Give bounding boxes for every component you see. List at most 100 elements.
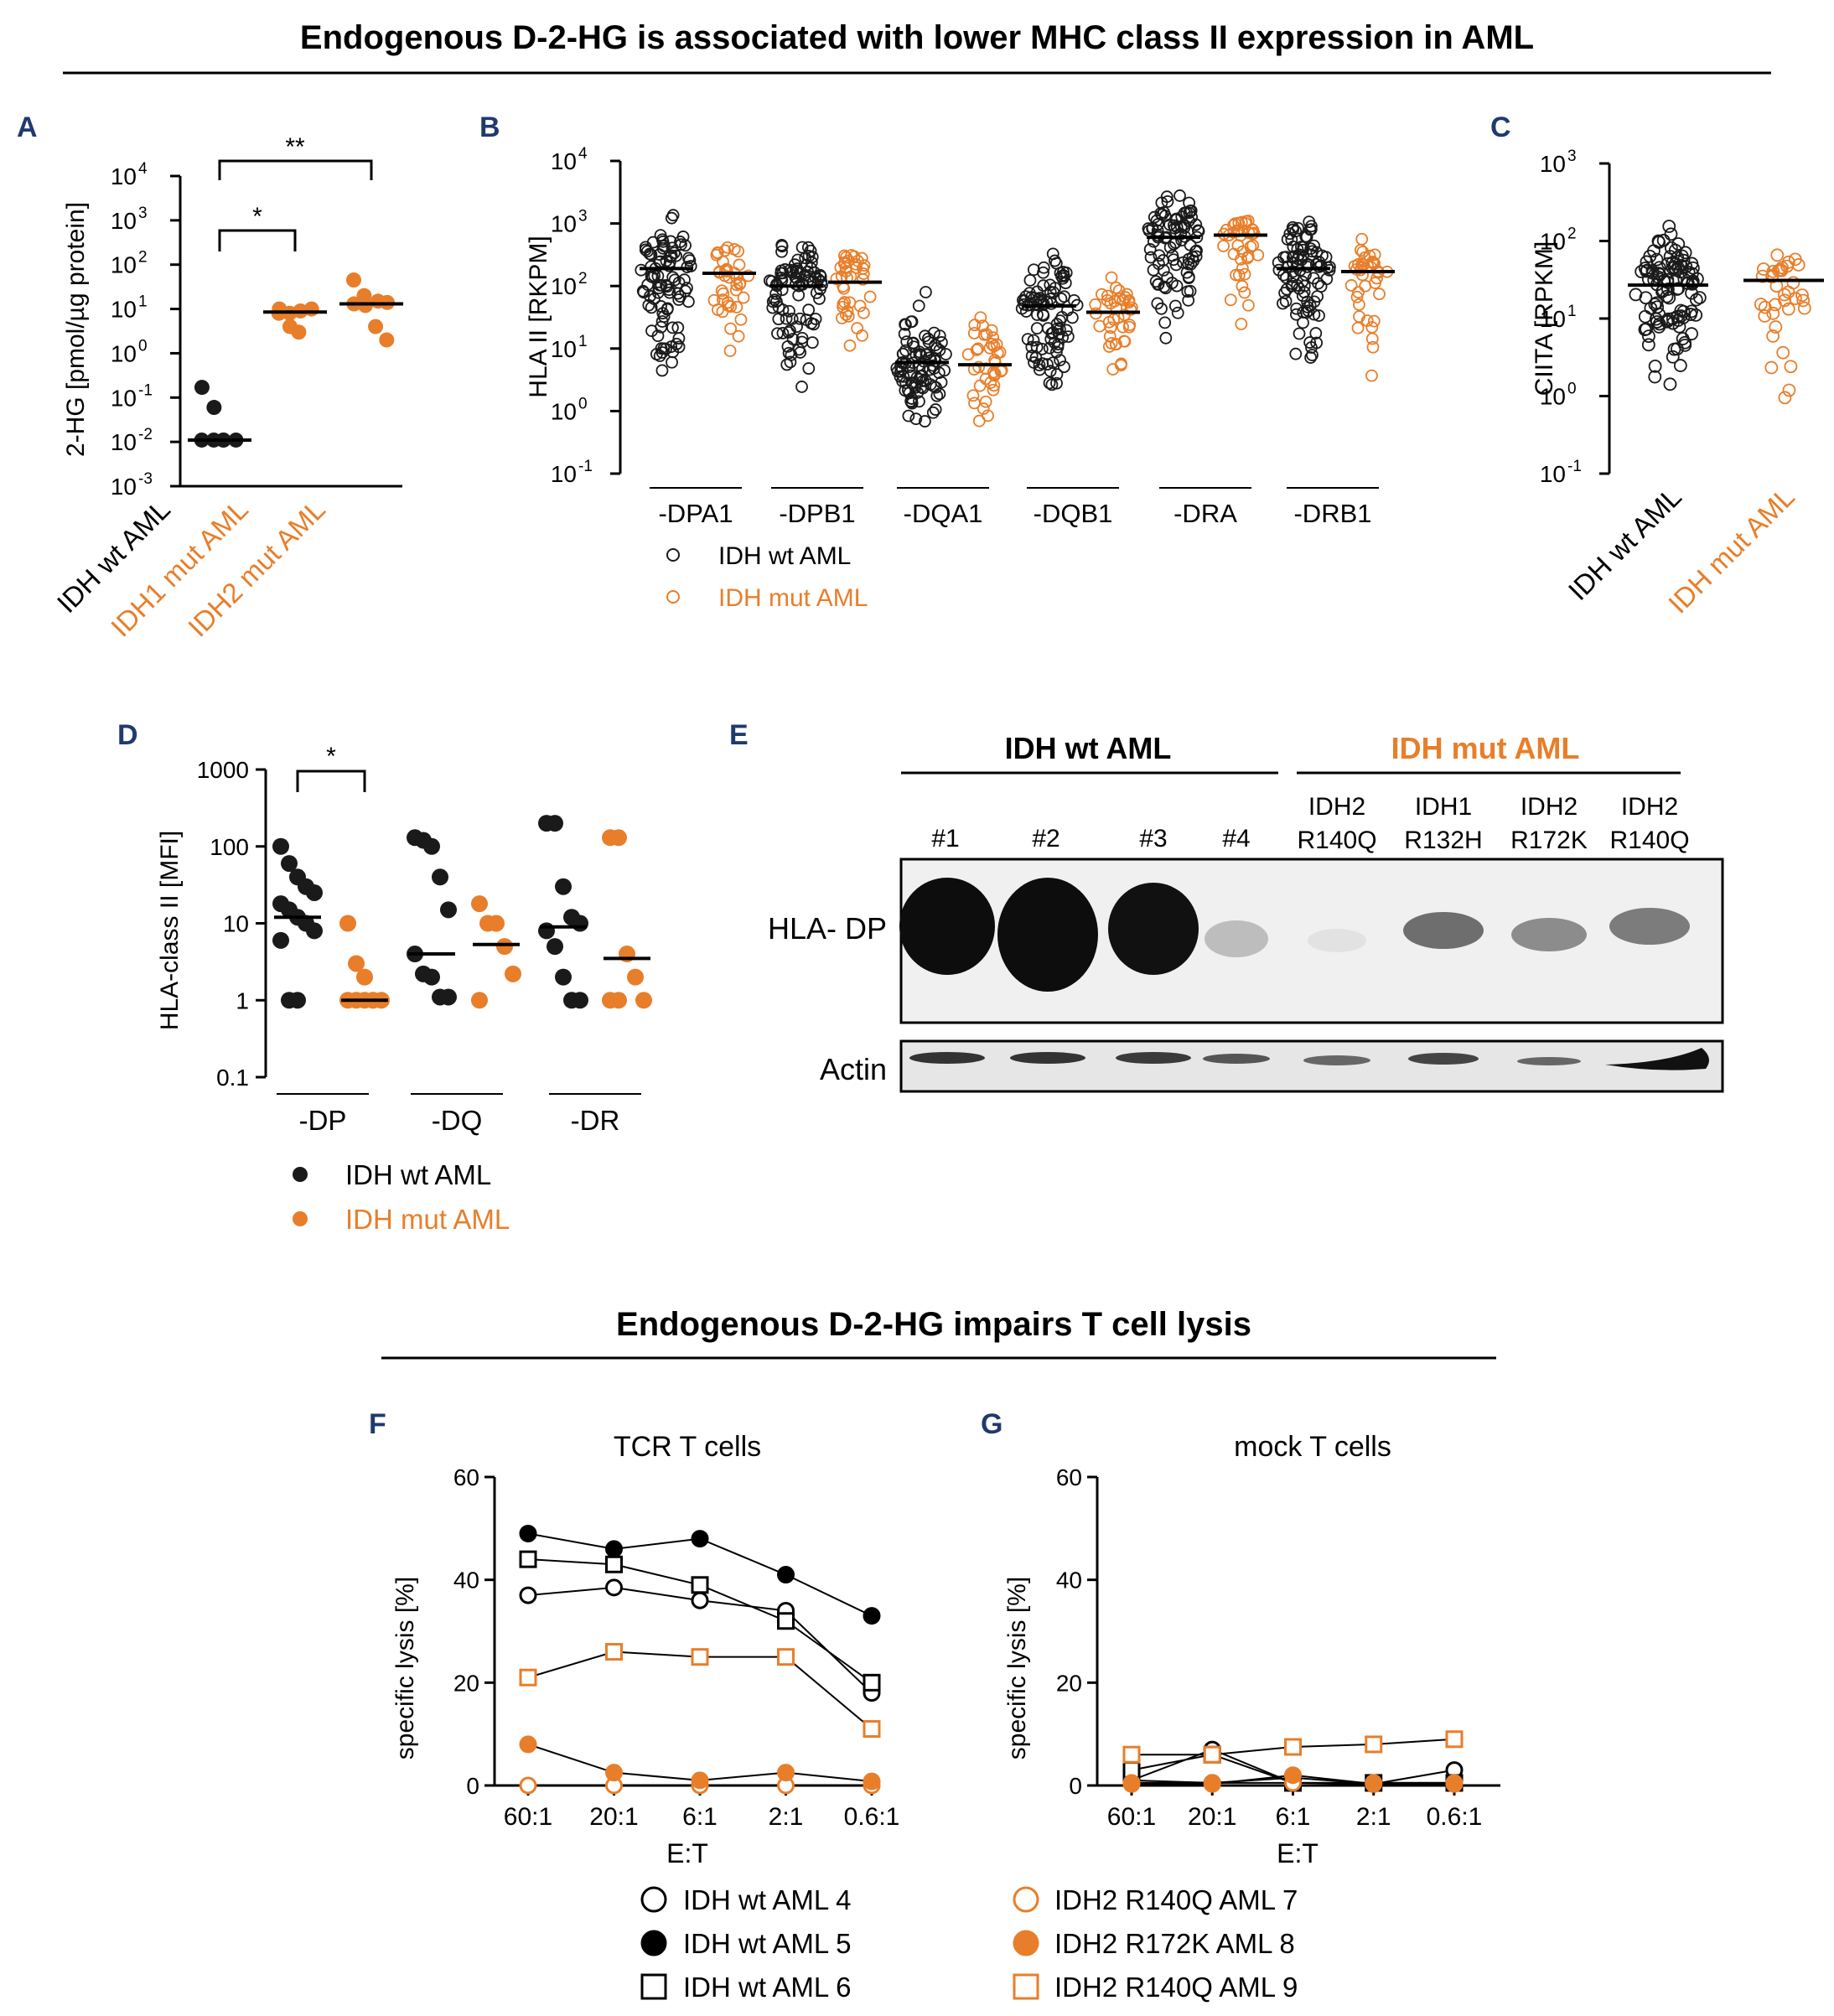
panel-c-cat-wt: IDH wt AML bbox=[1562, 481, 1687, 606]
panel-b-point bbox=[1058, 360, 1070, 373]
panel-f-ytick-label: 60 bbox=[453, 1464, 479, 1490]
panel-c-point bbox=[1769, 320, 1783, 334]
panel-b-point bbox=[707, 293, 721, 307]
panel-b-point bbox=[807, 318, 821, 331]
blot-lane-label: IDH1 bbox=[1415, 793, 1472, 821]
panel-b-point bbox=[1182, 257, 1195, 271]
panel-f-point bbox=[691, 1591, 709, 1609]
panel-b-point bbox=[795, 331, 809, 345]
panel-b-point bbox=[1049, 254, 1061, 267]
band-hla-2 bbox=[997, 878, 1098, 992]
blot-hla-bands bbox=[899, 878, 1690, 992]
panel-c-point bbox=[1673, 359, 1687, 372]
panel-g-xtick-label: 0.6:1 bbox=[1427, 1803, 1483, 1831]
band-actin-5 bbox=[1303, 1055, 1370, 1065]
panel-c-point bbox=[1629, 288, 1643, 302]
panel-b-point bbox=[1238, 286, 1251, 299]
panel-b-point bbox=[1061, 330, 1075, 344]
panel-b-point bbox=[899, 344, 912, 357]
panel-c-ytick-exp: 1 bbox=[1567, 303, 1577, 320]
panel-c-point bbox=[1650, 252, 1664, 267]
panel-b-point bbox=[671, 321, 685, 334]
panel-b-point bbox=[651, 329, 665, 343]
panel-b-ylabel: HLA II [RKPM] bbox=[525, 236, 552, 397]
panel-c-point bbox=[1669, 263, 1683, 277]
panel-b-point bbox=[656, 235, 670, 248]
panel-b-point bbox=[1169, 258, 1183, 272]
panel-b-point bbox=[801, 241, 815, 254]
panel-g-ytick-label: 0 bbox=[1069, 1773, 1082, 1799]
panel-b-point bbox=[973, 379, 987, 392]
panel-b-point bbox=[1158, 316, 1172, 329]
panel-b-point bbox=[1021, 333, 1034, 346]
panel-c-ytick-label: 10 bbox=[1540, 461, 1566, 487]
panel-b-point bbox=[1236, 280, 1249, 293]
panel-b-point bbox=[809, 313, 822, 325]
panel-c-point bbox=[1766, 329, 1780, 343]
panel-b-point bbox=[668, 246, 681, 260]
panel-b-point bbox=[1171, 306, 1184, 319]
panel-b-point bbox=[1355, 232, 1369, 246]
panel-b-point bbox=[856, 329, 868, 342]
panel-b-point bbox=[1293, 327, 1306, 340]
sig-bracket-d bbox=[296, 770, 366, 792]
panel-c-point bbox=[1685, 327, 1699, 341]
blot-lane-label: IDH2 bbox=[1621, 793, 1678, 821]
panel-a-cat-idh1: IDH1 mut AML bbox=[105, 494, 254, 643]
panel-b-point bbox=[1027, 334, 1040, 347]
panel-b-point bbox=[717, 293, 729, 306]
panel-b-point bbox=[664, 235, 677, 248]
panel-b-point bbox=[1307, 272, 1320, 285]
panel-c-ytick-exp: -1 bbox=[1567, 458, 1582, 475]
panel-b-point bbox=[1046, 356, 1059, 370]
panel-b-point bbox=[1355, 243, 1367, 257]
panel-b-point bbox=[1183, 196, 1196, 210]
panel-d-point bbox=[547, 815, 563, 832]
panel-d-point bbox=[547, 938, 563, 956]
panel-b-point bbox=[1109, 338, 1122, 350]
panel-g-xtick-label: 2:1 bbox=[1356, 1803, 1391, 1831]
panel-b-point bbox=[663, 286, 676, 299]
panel-b-point bbox=[1291, 252, 1304, 266]
panel-a-point bbox=[291, 324, 307, 340]
panel-b-point bbox=[720, 265, 733, 277]
panel-f-ytick-label: 40 bbox=[453, 1568, 479, 1594]
panel-b-point bbox=[920, 286, 932, 298]
panel-b-point bbox=[717, 287, 730, 300]
panel-a-ytick-exp: 1 bbox=[138, 293, 148, 311]
panel-g-xtick-label: 20:1 bbox=[1188, 1803, 1236, 1831]
panel-c-point bbox=[1666, 256, 1680, 270]
panel-b-point bbox=[987, 365, 1000, 379]
panel-d-point bbox=[306, 884, 323, 901]
panel-b-point bbox=[905, 392, 919, 405]
panel-b-point bbox=[784, 355, 797, 369]
legend-marker-aml8 bbox=[1013, 1930, 1039, 1956]
panel-d-ytick-label: 10 bbox=[223, 911, 249, 937]
panel-b-point bbox=[674, 290, 686, 303]
panel-g-point bbox=[1445, 1775, 1464, 1793]
panel-b-point bbox=[668, 273, 681, 287]
panel-b-point bbox=[838, 296, 851, 308]
panel-b-point bbox=[1277, 251, 1290, 264]
panel-b-point bbox=[1104, 297, 1117, 310]
panel-b-point bbox=[1159, 331, 1173, 345]
panel-d-point bbox=[471, 895, 488, 913]
panel-d-point bbox=[432, 868, 448, 886]
panel-b-point bbox=[1101, 293, 1114, 307]
panel-b-ytick-label: 10 bbox=[551, 398, 577, 424]
panel-c-point bbox=[1651, 234, 1666, 248]
panel-b-point bbox=[1239, 217, 1252, 230]
band-hla-3 bbox=[1108, 883, 1199, 975]
legend-label-aml4: IDH wt AML 4 bbox=[683, 1884, 852, 1915]
panel-b-point bbox=[734, 313, 748, 326]
band-hla-8 bbox=[1609, 908, 1690, 945]
panel-b-point bbox=[850, 262, 863, 274]
panel-b-point bbox=[1030, 322, 1044, 335]
panel-b-point bbox=[1365, 369, 1378, 382]
panel-b-point bbox=[648, 269, 661, 282]
panel-b-point bbox=[791, 264, 805, 277]
panel-c-point bbox=[1797, 301, 1811, 315]
legend-d-mut-label: IDH mut AML bbox=[345, 1204, 510, 1235]
panel-d-point bbox=[281, 855, 298, 873]
panel-f-point bbox=[777, 1612, 795, 1630]
